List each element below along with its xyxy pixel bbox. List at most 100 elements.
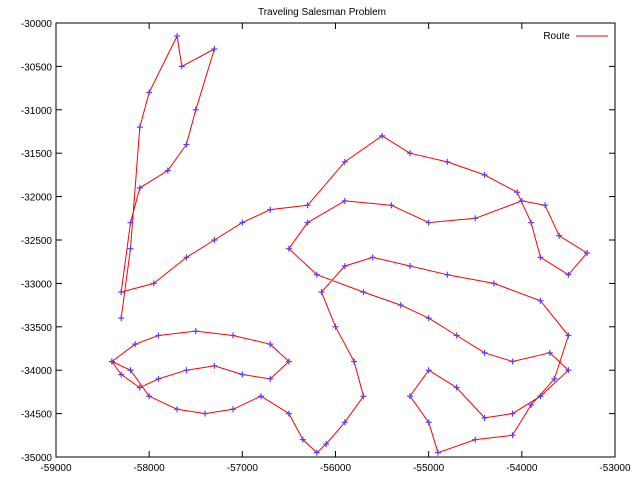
route-point [565, 271, 572, 278]
route-point [136, 384, 143, 391]
route-point [136, 184, 143, 191]
route-point [127, 367, 134, 374]
route-point [257, 393, 264, 400]
route-point [341, 158, 348, 165]
route-point [551, 375, 558, 382]
route-point [304, 219, 311, 226]
route-point [313, 271, 320, 278]
x-tick-label: -58000 [134, 463, 166, 474]
route-point [230, 406, 237, 413]
route-point [211, 46, 218, 53]
route-point [332, 323, 339, 330]
route-point [118, 371, 125, 378]
plot-area [108, 33, 591, 456]
route-point [146, 89, 153, 96]
route-point [528, 401, 535, 408]
route-point [341, 419, 348, 426]
route-point [509, 410, 516, 417]
route-point [285, 410, 292, 417]
route-point [453, 384, 460, 391]
route-point [239, 371, 246, 378]
y-tick-label: -35000 [21, 453, 53, 464]
route-point [425, 367, 432, 374]
route-point [565, 367, 572, 374]
route-point [211, 362, 218, 369]
route-point [407, 150, 414, 157]
y-tick-label: -31500 [21, 149, 53, 160]
y-tick-label: -33500 [21, 323, 53, 334]
route-point [341, 263, 348, 270]
route-point [584, 250, 591, 257]
y-tick-label: -33000 [21, 279, 53, 290]
x-tick-label: -55000 [413, 463, 445, 474]
route-point [136, 124, 143, 131]
route-point [178, 63, 185, 70]
route-point [155, 375, 162, 382]
route-point [360, 289, 367, 296]
route-point [379, 132, 386, 139]
route-point [388, 202, 395, 209]
route-point [299, 436, 306, 443]
route-point [528, 219, 535, 226]
route-point [318, 289, 325, 296]
x-tick-label: -59000 [40, 463, 72, 474]
route-point [183, 367, 190, 374]
route-line [111, 35, 588, 454]
route-point [146, 393, 153, 400]
route-point [267, 206, 274, 213]
route-point [397, 302, 404, 309]
route-point [556, 232, 563, 239]
route-point [565, 332, 572, 339]
route-point [537, 297, 544, 304]
y-tick-label: -34500 [21, 410, 53, 421]
route-point [351, 358, 358, 365]
x-tick-label: -57000 [227, 463, 259, 474]
route-point [174, 33, 181, 40]
route-point [425, 419, 432, 426]
route-point [132, 341, 139, 348]
route-point [434, 449, 441, 456]
route-point [407, 393, 414, 400]
y-tick-label: -32500 [21, 236, 53, 247]
route-point [509, 358, 516, 365]
route-point [267, 341, 274, 348]
route-point [472, 215, 479, 222]
x-tick-label: -53000 [599, 463, 631, 474]
route-point [518, 197, 525, 204]
route-point [425, 315, 432, 322]
route-point [192, 328, 199, 335]
y-tick-label: -30500 [21, 62, 53, 73]
route-point [490, 280, 497, 287]
route-point [211, 237, 218, 243]
x-tick-label: -56000 [320, 463, 352, 474]
route-point [285, 358, 292, 365]
route-point [472, 436, 479, 443]
route-point [341, 197, 348, 204]
route-point [407, 263, 414, 270]
route-point [183, 254, 190, 261]
route-point [192, 106, 199, 113]
route-point [267, 375, 274, 382]
route-point [304, 202, 311, 209]
y-tick-label: -30000 [21, 19, 53, 30]
route-point [323, 440, 330, 447]
y-tick-label: -32000 [21, 193, 53, 204]
route-point [514, 189, 521, 196]
route-point [230, 332, 237, 339]
route-point [453, 332, 460, 339]
chart-title: Traveling Salesman Problem [258, 7, 386, 18]
route-point [444, 271, 451, 278]
legend: Route [543, 31, 608, 42]
legend-label-route: Route [543, 31, 570, 42]
route-point [285, 245, 292, 252]
route-point [127, 219, 134, 226]
route-point [425, 219, 432, 226]
route-point [509, 432, 516, 439]
route-point [118, 289, 125, 296]
x-tick-label: -54000 [506, 463, 538, 474]
route-point [537, 254, 544, 261]
route-point [150, 280, 157, 287]
route-point [444, 158, 451, 165]
route-point [118, 315, 125, 322]
